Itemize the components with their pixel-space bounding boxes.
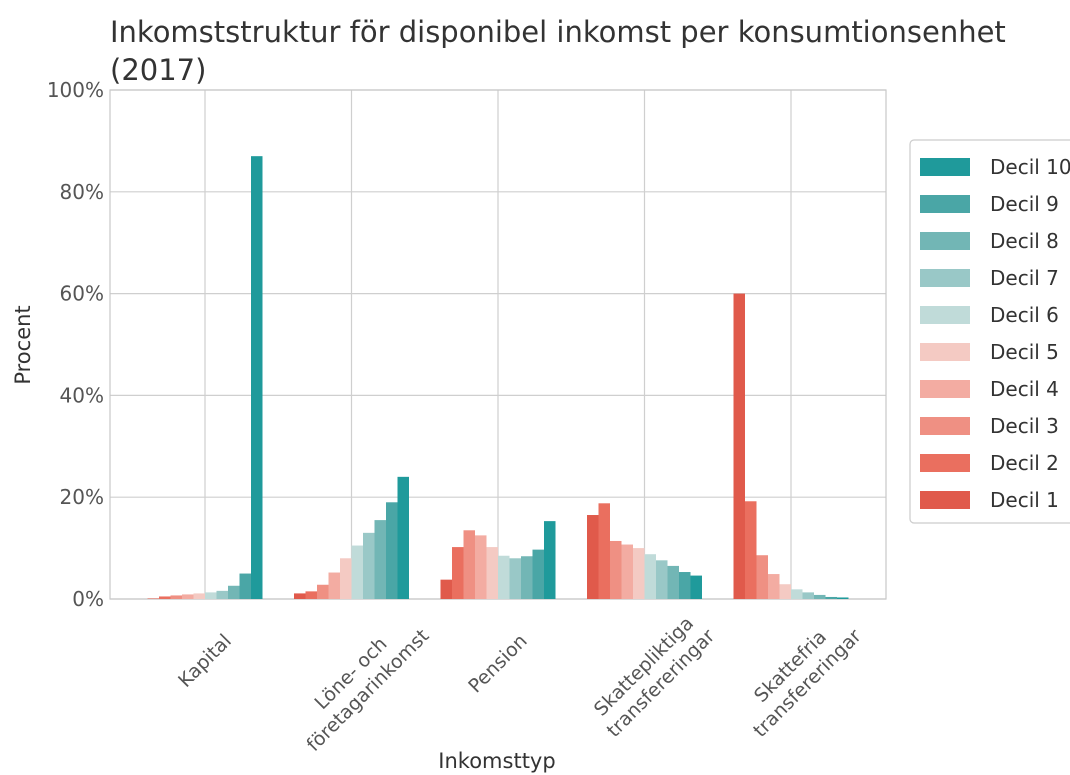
legend-label: Decil 4 [990,377,1059,401]
bar [440,579,452,599]
bar [837,597,849,599]
bar [170,595,182,599]
bar [386,502,398,599]
bar [802,592,814,599]
legend-label: Decil 2 [990,451,1059,475]
bar [733,293,745,599]
y-tick-label: 60% [60,282,104,306]
legend-label: Decil 5 [990,340,1059,364]
bar [340,558,352,599]
bar [216,590,228,599]
y-tick-label: 0% [72,587,104,611]
bar [667,565,679,599]
legend-swatch [920,417,970,435]
legend-swatch [920,491,970,509]
bar [294,593,306,599]
bar [656,560,668,599]
bar [182,594,194,599]
legend-label: Decil 1 [990,488,1059,512]
bar [351,545,363,599]
bar [251,156,263,600]
legend-swatch [920,306,970,324]
legend-swatch [920,454,970,472]
bar [463,530,475,599]
bar [452,547,464,599]
y-tick-label: 40% [60,383,104,407]
bar [644,554,656,599]
legend-label: Decil 3 [990,414,1059,438]
bar [679,572,691,599]
legend-swatch [920,380,970,398]
bar [374,520,386,599]
bar [205,592,217,599]
bar [521,556,533,599]
bar [317,584,329,599]
bar [621,544,633,599]
bar [498,555,510,599]
bar [305,591,317,599]
bar [779,584,791,599]
legend-label: Decil 8 [990,229,1059,253]
y-axis-label: Procent [11,305,35,384]
bar [147,598,159,599]
bar [745,501,757,599]
legend-swatch [920,343,970,361]
legend-label: Decil 10 [990,155,1070,179]
legend-swatch [920,195,970,213]
y-tick-label: 20% [60,485,104,509]
legend-swatch [920,158,970,176]
bar [610,540,622,599]
legend-label: Decil 7 [990,266,1059,290]
bar [328,572,340,599]
bar [397,476,409,599]
bar [690,575,702,599]
bar [633,548,645,599]
bar [532,549,544,599]
bar [159,596,171,599]
bar [825,596,837,599]
bar [193,593,205,599]
bar [475,535,487,599]
chart-title: Inkomststruktur för disponibel inkomst p… [110,15,1006,87]
x-axis-label: Inkomsttyp [438,749,555,773]
legend-label: Decil 6 [990,303,1059,327]
legend-swatch [920,269,970,287]
bar [598,503,610,599]
bar [791,589,803,599]
bar [239,573,251,599]
bar [587,515,599,599]
bar [544,521,556,599]
legend-label: Decil 9 [990,192,1059,216]
y-tick-label: 100% [47,78,104,102]
y-tick-label: 80% [60,180,104,204]
bar [814,594,826,599]
bar [756,555,768,599]
bar [509,558,521,599]
bar [228,585,240,599]
bar [486,547,498,599]
bar [363,532,375,599]
legend-swatch [920,232,970,250]
bar [768,574,780,599]
